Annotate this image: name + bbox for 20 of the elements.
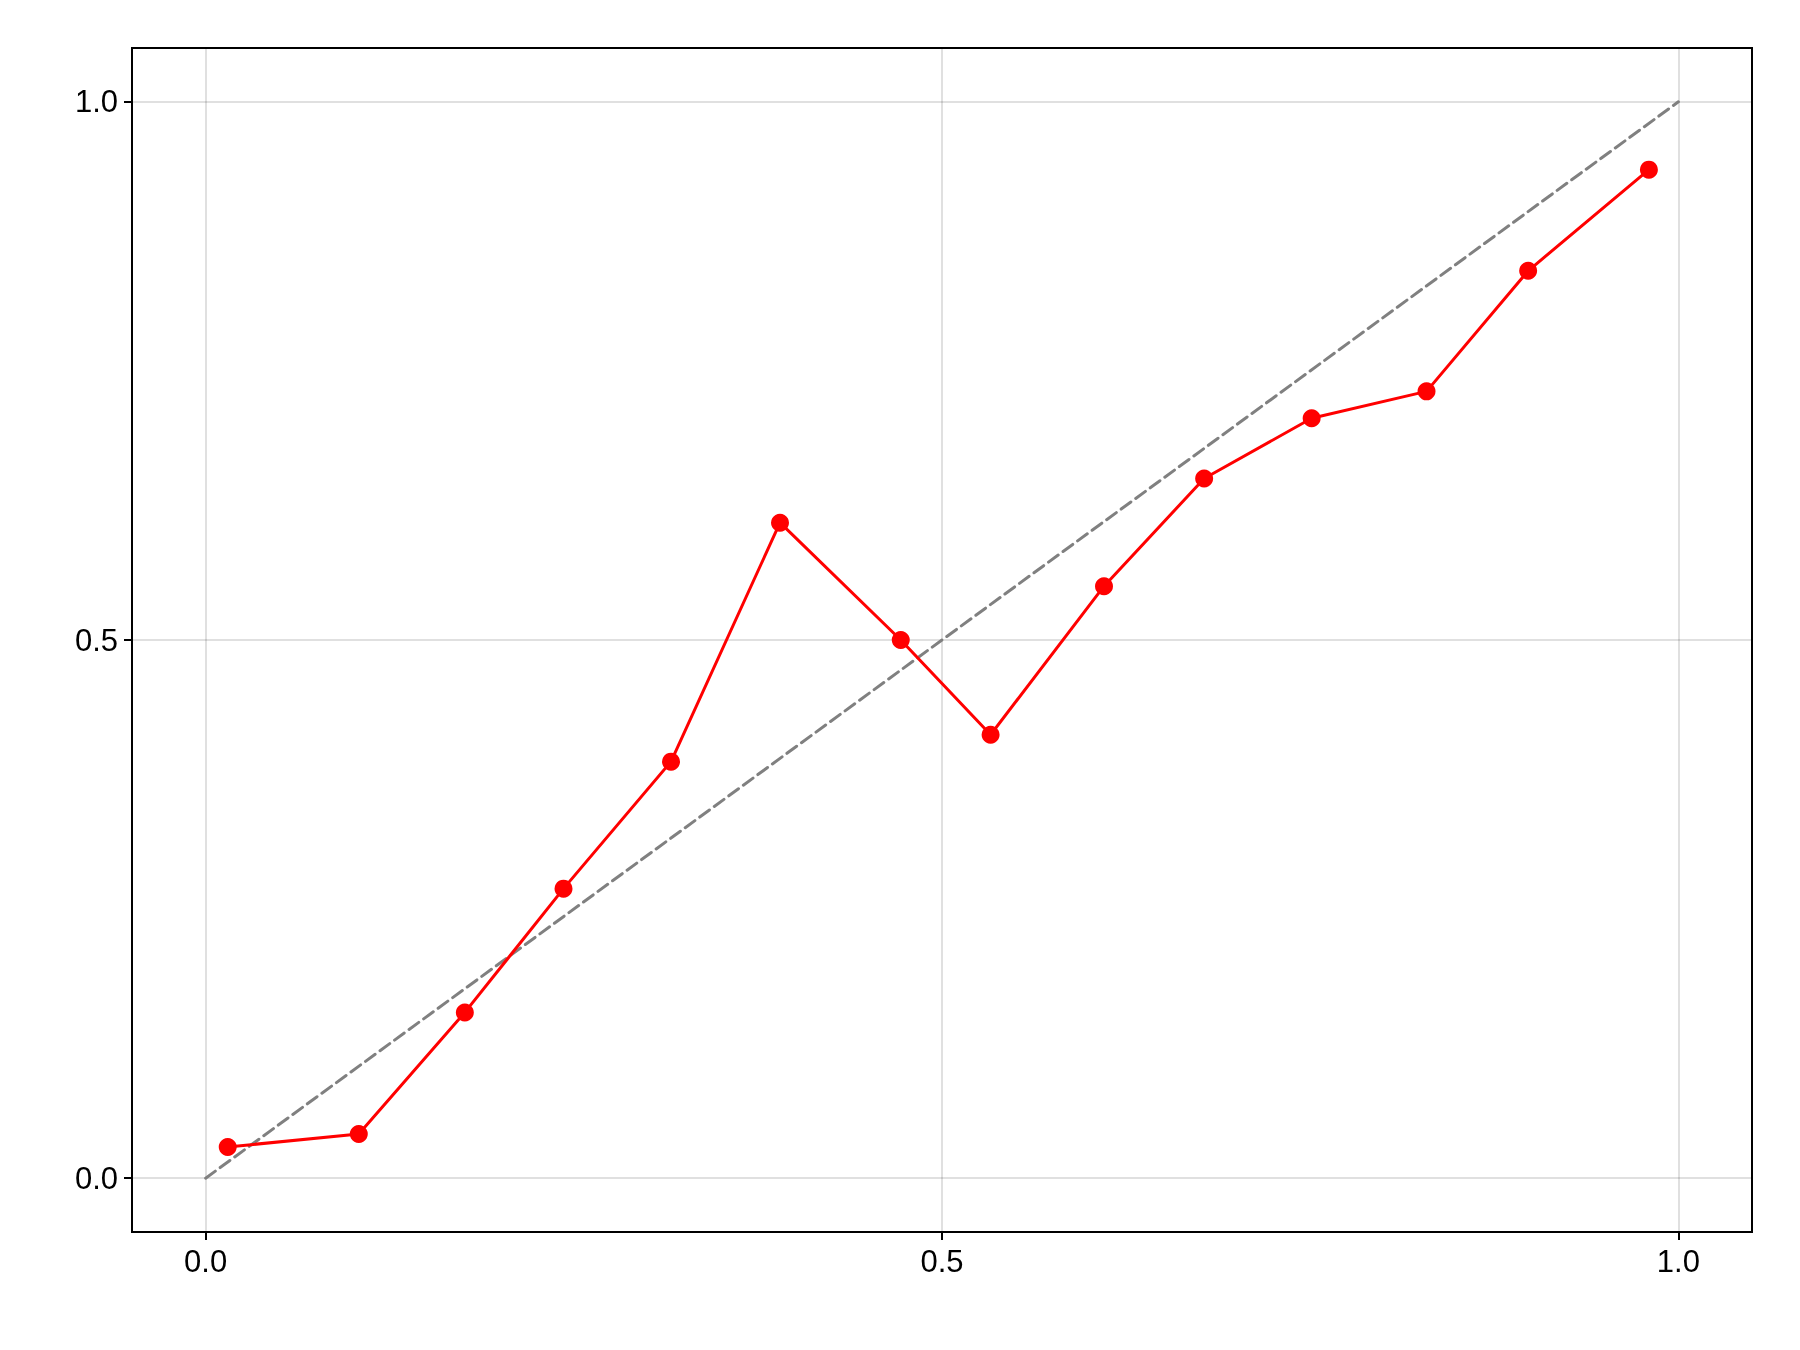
point <box>981 725 1000 744</box>
point <box>1639 160 1658 179</box>
point <box>218 1137 237 1156</box>
point <box>349 1125 368 1144</box>
point <box>1302 409 1321 428</box>
point <box>771 513 789 532</box>
point <box>455 1003 474 1022</box>
point <box>1095 577 1113 596</box>
y-tick-label: 1.0 <box>74 84 118 120</box>
point <box>1195 469 1214 488</box>
point <box>662 752 681 771</box>
point <box>891 631 910 649</box>
x-tick-label: 0.5 <box>920 1244 964 1279</box>
y-tick-label: 0.5 <box>74 622 118 658</box>
x-tick-label: 1.0 <box>1656 1244 1700 1279</box>
y-tick-label: 0.0 <box>74 1160 118 1196</box>
point <box>554 879 573 898</box>
point <box>1519 261 1538 280</box>
x-tick-label: 0.0 <box>184 1244 228 1279</box>
point <box>1417 382 1436 401</box>
